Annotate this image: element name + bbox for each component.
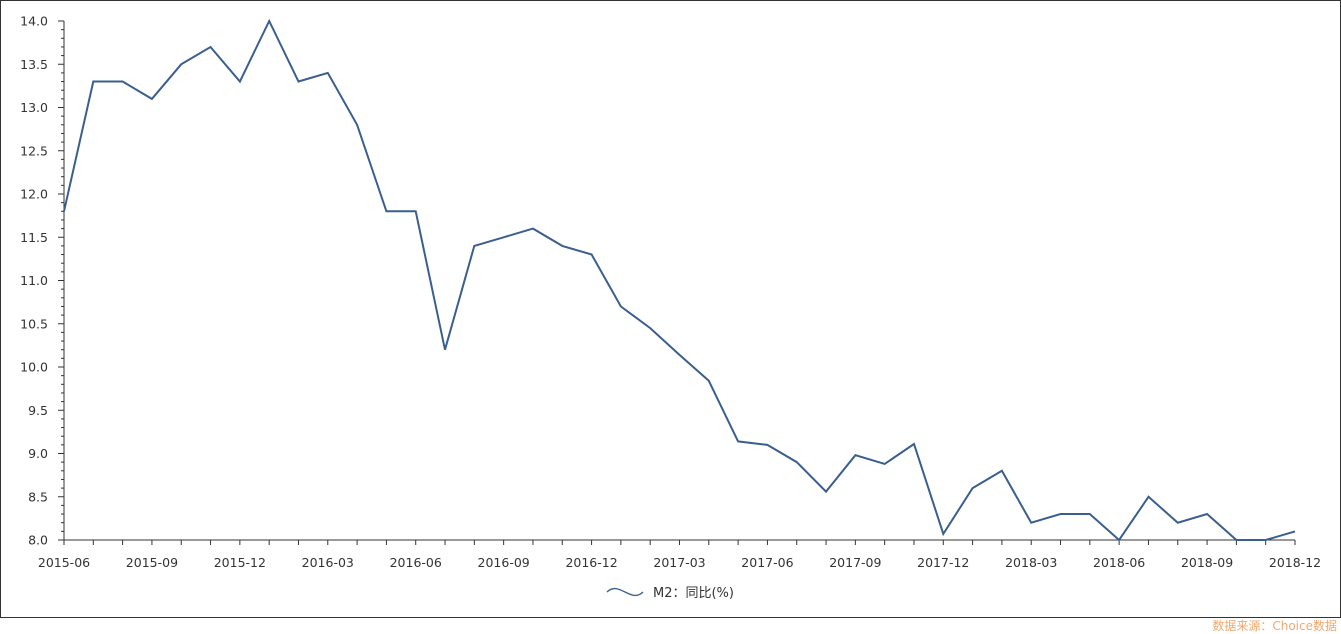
data-point[interactable]	[530, 226, 536, 232]
data-point[interactable]	[852, 452, 858, 458]
data-point[interactable]	[1175, 520, 1181, 526]
data-point[interactable]	[911, 441, 917, 447]
data-point[interactable]	[266, 18, 272, 24]
y-tick-label: 11.0	[20, 273, 48, 288]
y-tick-label: 10.0	[20, 360, 48, 375]
data-point[interactable]	[1204, 511, 1210, 517]
x-tick-label: 2015-09	[126, 555, 178, 570]
legend-wave-icon	[606, 587, 644, 597]
data-point[interactable]	[237, 79, 243, 85]
data-point[interactable]	[413, 208, 419, 214]
legend[interactable]: M2：同比(%)	[606, 586, 734, 601]
x-tick-label: 2016-03	[302, 555, 354, 570]
x-tick-label: 2016-06	[390, 555, 442, 570]
data-point[interactable]	[1058, 511, 1064, 517]
legend-label: M2：同比(%)	[653, 586, 734, 601]
data-point[interactable]	[559, 243, 565, 249]
y-tick-label: 8.0	[28, 533, 48, 548]
data-point[interactable]	[794, 459, 800, 465]
data-point[interactable]	[1087, 511, 1093, 517]
data-point[interactable]	[1233, 537, 1239, 543]
y-tick-label: 9.5	[28, 403, 48, 418]
y-tick-label: 11.5	[20, 230, 48, 245]
series-layer	[61, 18, 1298, 543]
data-point[interactable]	[647, 325, 653, 331]
x-tick-label: 2015-12	[214, 555, 266, 570]
data-point[interactable]	[999, 468, 1005, 474]
series-line[interactable]	[63, 18, 1296, 542]
data-point[interactable]	[940, 531, 946, 537]
data-point[interactable]	[178, 61, 184, 67]
x-tick-label: 2018-03	[1005, 555, 1057, 570]
data-point[interactable]	[1292, 528, 1298, 534]
data-point[interactable]	[325, 70, 331, 76]
x-tick-label: 2016-09	[478, 555, 530, 570]
y-tick-label: 9.0	[28, 446, 48, 461]
data-point[interactable]	[823, 489, 829, 495]
x-tick-label: 2015-06	[38, 555, 90, 570]
data-point[interactable]	[471, 243, 477, 249]
data-point[interactable]	[120, 79, 126, 85]
x-tick-label: 2017-12	[917, 555, 969, 570]
data-point[interactable]	[208, 44, 214, 50]
x-tick-label: 2018-06	[1093, 555, 1145, 570]
data-point[interactable]	[354, 122, 360, 128]
source-note: 数据来源：Choice数据	[1212, 619, 1337, 633]
data-point[interactable]	[1263, 537, 1269, 543]
y-tick-label: 10.5	[20, 316, 48, 331]
y-tick-label: 14.0	[20, 14, 48, 29]
x-tick-label: 2018-09	[1181, 555, 1233, 570]
x-tick-label: 2018-12	[1269, 555, 1321, 570]
data-point[interactable]	[706, 378, 712, 384]
data-point[interactable]	[735, 438, 741, 444]
y-tick-label: 12.5	[20, 143, 48, 158]
data-point[interactable]	[764, 442, 770, 448]
data-point[interactable]	[1116, 537, 1122, 543]
data-point[interactable]	[882, 461, 888, 467]
x-tick-label: 2017-03	[653, 555, 705, 570]
data-point[interactable]	[677, 352, 683, 358]
data-point[interactable]	[501, 234, 507, 240]
y-tick-label: 13.5	[20, 57, 48, 72]
data-point[interactable]	[1145, 494, 1151, 500]
data-point[interactable]	[149, 96, 155, 102]
data-point[interactable]	[1028, 520, 1034, 526]
x-axis: 2015-06 2015-09 2015-12 2016-03 2016-06 2016-…	[38, 539, 1321, 570]
data-point[interactable]	[383, 208, 389, 214]
y-axis: 8.0 8.5 9.0 9.5 10.0 10.5 11.0 11.5 12.0 12.5 13.0…	[20, 14, 65, 548]
data-point[interactable]	[618, 303, 624, 309]
data-point[interactable]	[589, 252, 595, 258]
x-tick-label: 2017-09	[829, 555, 881, 570]
data-point[interactable]	[61, 208, 67, 214]
chart-frame	[0, 0, 1341, 618]
x-tick-label: 2016-12	[565, 555, 617, 570]
data-point[interactable]	[970, 485, 976, 491]
data-point[interactable]	[442, 347, 448, 353]
y-tick-label: 13.0	[20, 100, 48, 115]
y-tick-label: 12.0	[20, 187, 48, 202]
data-point[interactable]	[90, 79, 96, 85]
x-tick-label: 2017-06	[741, 555, 793, 570]
data-point[interactable]	[295, 79, 301, 85]
y-tick-label: 8.5	[28, 489, 48, 504]
line-chart: 8.0 8.5 9.0 9.5 10.0 10.5 11.0 11.5 12.0 12.5 13.0…	[20, 14, 1321, 602]
